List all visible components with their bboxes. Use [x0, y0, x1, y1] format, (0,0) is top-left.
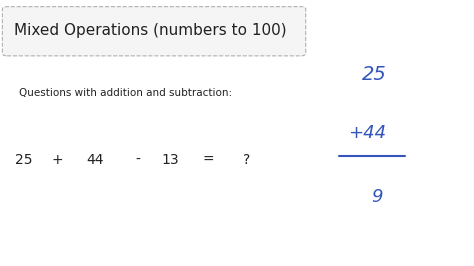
Text: +44: +44 — [348, 124, 386, 142]
Text: 44: 44 — [86, 153, 103, 167]
Text: Mixed Operations (numbers to 100): Mixed Operations (numbers to 100) — [14, 23, 287, 38]
Text: ?: ? — [243, 153, 250, 167]
Text: 25: 25 — [362, 65, 387, 84]
Text: 9: 9 — [371, 188, 383, 206]
Text: 13: 13 — [162, 153, 180, 167]
Text: Questions with addition and subtraction:: Questions with addition and subtraction: — [19, 88, 232, 98]
Text: =: = — [203, 153, 214, 167]
Text: 25: 25 — [15, 153, 32, 167]
Text: +: + — [51, 153, 63, 167]
FancyBboxPatch shape — [2, 7, 306, 56]
Text: -: - — [135, 153, 140, 167]
